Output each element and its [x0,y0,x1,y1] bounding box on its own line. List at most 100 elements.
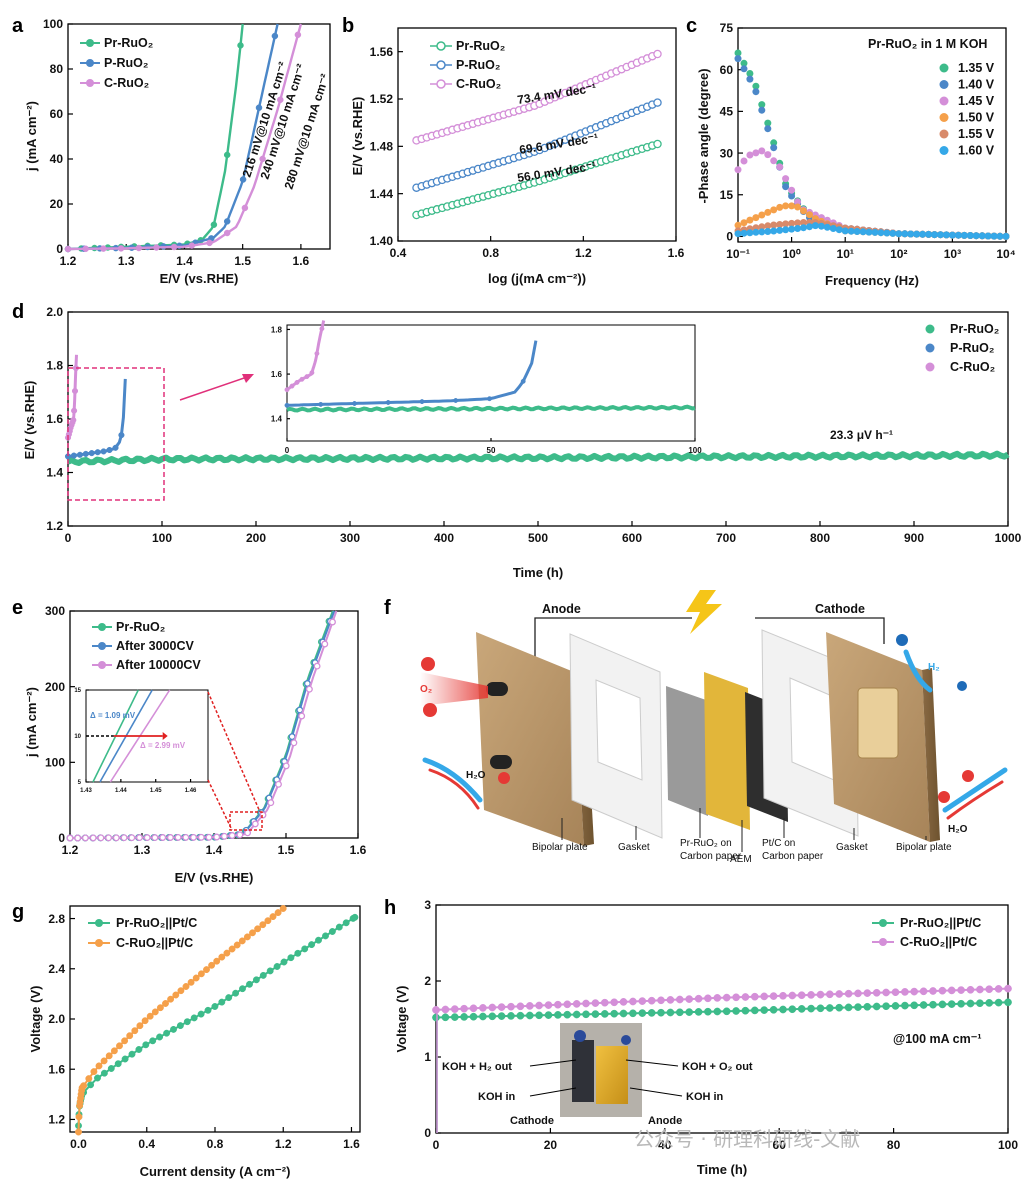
h-xtick-label: 100 [998,1138,1018,1152]
data-point [825,990,834,999]
d-xtick-label: 800 [810,531,830,545]
d-xtick-label: 700 [716,531,736,545]
data-point [460,1013,468,1021]
e-inset-xtick-label: 1.45 [150,788,162,794]
data-point [770,144,778,152]
panel-label-h: h [384,897,396,919]
legend-h: Pr-RuO₂||Pt/C C-RuO₂||Pt/C [872,916,981,949]
data-point [304,374,310,380]
photo-arrow-4 [629,1087,683,1097]
data-point [223,218,231,225]
data-point [823,223,831,231]
data-point [107,1065,115,1072]
h2o-molecule-icon-right-2 [962,770,974,782]
data-point [342,919,350,927]
plot-frame-b [397,27,677,242]
d-xtick-label: 100 [152,531,172,545]
annotation-d-rate: 23.3 μV h⁻¹ [830,428,893,442]
data-point [990,232,998,240]
d-inset-xtick-label: 100 [688,446,702,455]
h2o-flow-left-2 [428,768,480,810]
panel-f: f Anode Cathode O₂ H₂O H₂ [384,590,1008,865]
d-inset-ytick-label: 1.6 [271,370,283,379]
data-point [653,49,662,59]
data-point [318,401,324,407]
data-point [313,662,321,670]
d-xtick-label: 200 [246,531,266,545]
data-point [657,1008,665,1017]
data-point [966,999,975,1008]
legend-d-c: C-RuO₂ [950,360,995,374]
a-ytick-label: 60 [50,107,64,121]
c-ytick-label: 75 [720,21,734,35]
label-gasket-left: Gasket [618,842,650,853]
data-point [284,387,290,393]
data-point [251,820,259,828]
data-point [266,967,274,975]
o2-molecule-icon-2 [423,703,437,717]
data-point [208,961,216,969]
data-point [948,231,956,239]
legend-b: Pr-RuO₂ P-RuO₂ C-RuO₂ [430,39,505,91]
data-point [87,1081,95,1089]
label-gasket-right: Gasket [836,842,868,853]
data-point [74,834,82,842]
data-point [960,231,968,239]
data-point [223,151,231,159]
data-point [788,192,796,200]
series-c [734,49,1010,240]
data-point [770,227,778,235]
data-point [284,402,290,408]
data-point [1002,232,1010,240]
data-point [151,834,159,842]
bipolar-plate-anode [476,632,584,846]
data-point [213,833,221,841]
data-point [182,833,190,841]
data-point [328,928,336,935]
data-point [853,228,861,235]
data-point [488,1003,497,1012]
ticks-c: 10⁻¹ 10⁰ 10¹ 10² 10³ 10⁴ 0 15 30 45 60 75 [720,21,1016,261]
data-point [619,998,628,1006]
data-point [197,1010,205,1018]
data-point [450,1013,459,1021]
e-ytick-label: 200 [45,680,65,694]
label-o2: O₂ [420,684,432,695]
data-point [315,936,322,944]
inset-d: 0 50 100 1.4 1.6 1.8 [271,320,702,455]
series-g [75,905,359,1136]
label-cathode: Cathode [815,602,865,616]
data-point [937,231,944,239]
label-bipolar-right: Bipolar plate [896,842,952,853]
data-point [182,983,190,990]
data-point [871,228,879,236]
data-point [460,1004,468,1013]
data-point [825,1004,834,1012]
data-point [985,985,994,994]
data-point [966,232,974,239]
legend-d-pr: Pr-RuO₂ [950,322,999,336]
data-point [779,991,787,1000]
data-point [779,1005,787,1014]
data-point [817,222,825,230]
data-point [675,995,684,1004]
data-point [352,401,357,406]
legend-g-pr: Pr-RuO₂||Pt/C [116,916,197,930]
data-point [441,1013,450,1022]
data-point [535,1011,543,1020]
legend-d-p: P-RuO₂ [950,341,994,355]
e-inset-xtick-label: 1.46 [185,788,197,794]
label-h2o-right: H₂O [948,824,968,835]
d-xtick-label: 0 [65,531,72,545]
a-ytick-label: 20 [50,197,64,211]
data-point [985,999,994,1007]
data-point [282,762,290,770]
data-point [100,448,107,455]
data-point [277,96,284,104]
e-inset-xtick-label: 1.43 [80,788,92,794]
d-xtick-label: 1000 [995,531,1022,545]
inset-series-pr-d [286,404,696,413]
data-point [563,1010,572,1019]
data-point [647,1009,656,1017]
data-point [100,245,107,252]
